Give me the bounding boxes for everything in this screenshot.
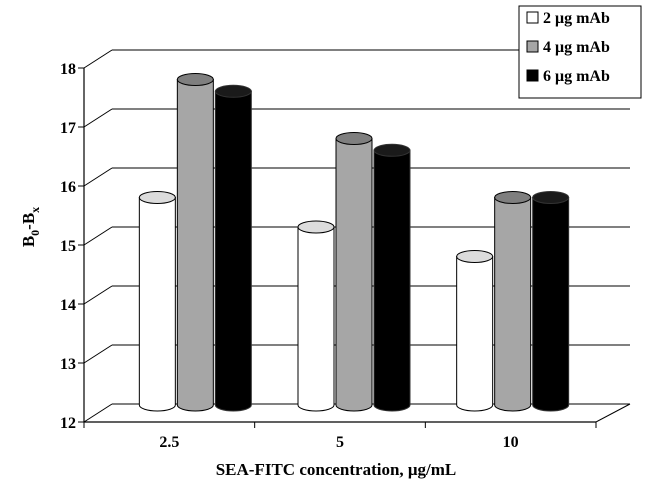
- gridline-side: [83, 49, 113, 69]
- x-tick-label: 2.5: [159, 434, 179, 451]
- bar-top: [214, 84, 252, 98]
- bar: [373, 143, 411, 412]
- gridline-side: [83, 167, 113, 187]
- bar-top: [138, 191, 176, 204]
- x-tick-label: 10: [503, 434, 519, 451]
- y-tick-label: 17: [60, 120, 76, 137]
- x-tick-label: 5: [336, 434, 344, 451]
- bar-top: [335, 132, 373, 145]
- bar: [494, 191, 532, 412]
- bar-body: [373, 149, 411, 412]
- bar-body: [138, 197, 176, 412]
- bar-body: [297, 226, 335, 412]
- y-axis-title-sub1: 0: [28, 230, 42, 236]
- legend-swatch: [526, 11, 539, 24]
- bar-top: [373, 143, 411, 157]
- bars: [138, 73, 570, 412]
- bar: [456, 250, 494, 412]
- legend-label: 6 μg mAb: [543, 68, 610, 85]
- legend-swatch: [526, 69, 539, 82]
- y-axis-title-sub2: x: [28, 207, 42, 213]
- bar-body: [532, 197, 570, 412]
- x-tick-labels: 2.5 5 10: [83, 422, 597, 451]
- bar-body: [214, 90, 252, 412]
- y-tick-labels: 12 13 14 15 16 17 18: [60, 61, 84, 432]
- bar-top: [494, 191, 532, 204]
- y-tick-label: 18: [60, 61, 76, 78]
- y-axis-title: B0-Bx: [19, 207, 42, 247]
- y-tick-label: 12: [60, 415, 76, 432]
- y-tick-label: 16: [60, 179, 76, 196]
- legend-swatch: [526, 40, 539, 53]
- legend-label: 4 μg mAb: [543, 39, 610, 56]
- bar: [176, 73, 214, 412]
- bar-top: [532, 191, 570, 204]
- gridline-side: [83, 108, 113, 128]
- bar-top: [297, 220, 335, 234]
- y-tick-label: 14: [60, 297, 76, 314]
- y-axis-title-dash: -B: [19, 213, 38, 230]
- bar-body: [335, 138, 373, 412]
- legend-box: [518, 5, 642, 99]
- y-tick-label: 15: [60, 238, 76, 255]
- bar-body: [176, 79, 214, 412]
- bar-top: [176, 73, 214, 86]
- gridline-side: [83, 344, 113, 364]
- gridline-side: [83, 285, 113, 305]
- legend: 2 μg mAb 4 μg mAb 6 μg mAb: [518, 5, 642, 99]
- bar-body: [494, 197, 532, 412]
- y-tick-label: 13: [60, 356, 76, 373]
- bar: [335, 132, 373, 412]
- legend-label: 2 μg mAb: [543, 10, 610, 27]
- bar: [138, 191, 176, 412]
- bar: [297, 220, 335, 412]
- gridline-side: [83, 403, 113, 423]
- gridline-side: [83, 226, 113, 246]
- bar-top: [456, 250, 494, 263]
- bar-body: [456, 256, 494, 412]
- y-axis-title-main: B: [19, 236, 38, 247]
- x-axis-title: SEA-FITC concentration, μg/mL: [216, 460, 457, 479]
- bar: [214, 84, 252, 412]
- bar: [532, 191, 570, 412]
